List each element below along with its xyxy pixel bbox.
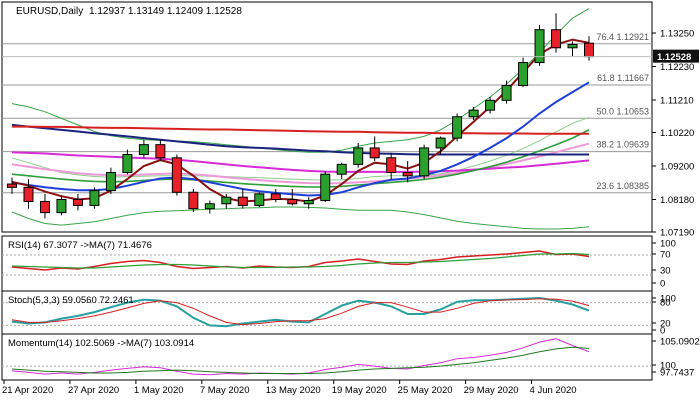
candle-body — [221, 196, 232, 205]
fib-level-label: 23.6 1.08385 — [596, 181, 649, 191]
ma-darkred-line — [11, 38, 590, 203]
axis-tick-label: 70 — [660, 250, 671, 261]
time-tick-label: 27 Apr 2020 — [68, 385, 119, 396]
time-tick-label: 21 Apr 2020 — [2, 385, 53, 396]
candle-body — [468, 109, 479, 118]
axis-tick-label: 100 — [660, 239, 676, 250]
fib-level-label: 76.4 1.12921 — [596, 32, 649, 42]
axis-tick-label: 97.7437 — [660, 368, 694, 379]
axis-tick-label: 100 — [660, 294, 676, 305]
fibonacci-levels: 76.4 1.12921 61.8 1.11667 50.0 1.10653 38.2… — [2, 32, 652, 194]
fib-level-label: 50.0 1.10653 — [596, 106, 649, 116]
axis-tick-label: 80 — [660, 298, 671, 309]
candle-body — [551, 29, 562, 49]
moving-averages — [11, 38, 590, 203]
candle-body — [567, 43, 578, 49]
candle-body — [303, 199, 314, 205]
ma-green-line — [11, 129, 590, 188]
candle-body — [501, 85, 512, 101]
axis-tick-label: 0 — [660, 279, 665, 290]
current-price-label: 1.12528 — [657, 52, 691, 63]
panel-frame — [1, 333, 653, 381]
price-tick-label: 1.13250 — [660, 29, 694, 40]
candle-body — [270, 193, 281, 200]
ma-magenta-line — [11, 151, 590, 173]
time-axis: 21 Apr 2020 27 Apr 2020 1 May 2020 7 May 20… — [2, 380, 577, 396]
candle-body — [353, 147, 364, 165]
candle-body — [534, 29, 545, 64]
current-price-tag — [653, 49, 699, 63]
candle-body — [320, 173, 331, 201]
candle-body — [336, 163, 347, 175]
axis-tick-label: 20 — [660, 319, 671, 330]
axis-tick-label: 30 — [660, 266, 671, 277]
candle-body — [23, 186, 34, 202]
candle-body — [369, 147, 380, 159]
candle-body — [204, 203, 215, 210]
price-tick-label: 1.10220 — [660, 128, 694, 139]
fib-level-label: 38.2 1.09639 — [596, 140, 649, 150]
price-tick-label: 1.08180 — [660, 195, 694, 206]
time-tick-label: 25 May 2020 — [398, 385, 453, 396]
panel-frame — [1, 1, 653, 233]
candle-body — [39, 200, 50, 214]
momentum-ma-line — [11, 346, 590, 374]
candle-body — [72, 198, 83, 206]
candle-body — [138, 144, 149, 156]
time-tick-label: 19 May 2020 — [332, 385, 387, 396]
candle-body — [518, 62, 529, 87]
candle-body — [485, 99, 496, 111]
price-tick-label: 1.12230 — [660, 62, 694, 73]
candle-body — [419, 147, 430, 177]
candle-body — [188, 191, 199, 210]
fib-level-label: 61.8 1.11667 — [597, 73, 649, 83]
axis-tick-label: 100 — [660, 361, 676, 372]
axis-tick-label: 0 — [660, 326, 665, 337]
candle-body — [7, 183, 17, 188]
time-tick-label: 7 May 2020 — [200, 385, 250, 396]
price-tick-label: 1.07190 — [660, 228, 694, 239]
price-axis: 1.13250 1.12230 1.11210 1.10220 1.09200 1.081… — [2, 29, 699, 239]
stoch-label: Stoch(5,3,3) 59.0560 72.2461 — [8, 295, 134, 306]
candle-body — [435, 137, 446, 149]
candle-body — [237, 196, 248, 206]
candle-body — [386, 157, 397, 174]
candle-body — [402, 172, 413, 177]
stoch-d-line — [11, 298, 590, 326]
candle-body — [452, 116, 463, 139]
rsi-ma-line — [11, 252, 590, 269]
price-tick-label: 1.09200 — [660, 161, 694, 172]
time-tick-label: 29 May 2020 — [464, 385, 519, 396]
candle-body — [254, 193, 265, 206]
ma-navy-line — [11, 123, 589, 156]
header-ohlc: 1.12937 1.13149 1.12409 1.12528 — [89, 6, 242, 17]
time-tick-label: 4 Jun 2020 — [530, 385, 577, 396]
momentum-label: Momentum(14) 102.5069 ->MA(7) 103.0914 — [8, 338, 194, 349]
ma-red-line — [12, 125, 589, 135]
candle-body — [56, 198, 67, 214]
candle-body — [89, 190, 100, 206]
candle-body — [155, 144, 166, 159]
header-symbol: EURUSD,Daily — [16, 6, 83, 17]
candlesticks — [7, 13, 594, 219]
bb-lower-line — [11, 206, 590, 230]
main-panel: 76.4 1.12921 61.8 1.11667 50.0 1.10653 38.2… — [2, 7, 652, 230]
candle-body — [287, 198, 298, 205]
candle-body — [105, 172, 116, 192]
axis-tick-label: 105.0902 — [660, 337, 700, 348]
candle-body — [122, 154, 133, 174]
candle-body — [584, 42, 594, 58]
candle-body — [171, 157, 182, 193]
time-tick-label: 13 May 2020 — [266, 385, 321, 396]
panel-frames — [1, 1, 653, 381]
time-tick-label: 1 May 2020 — [134, 385, 184, 396]
price-tick-label: 1.11210 — [660, 95, 694, 106]
rsi-label: RSI(14) 67.3077 ->MA(7) 71.4676 — [8, 240, 152, 251]
